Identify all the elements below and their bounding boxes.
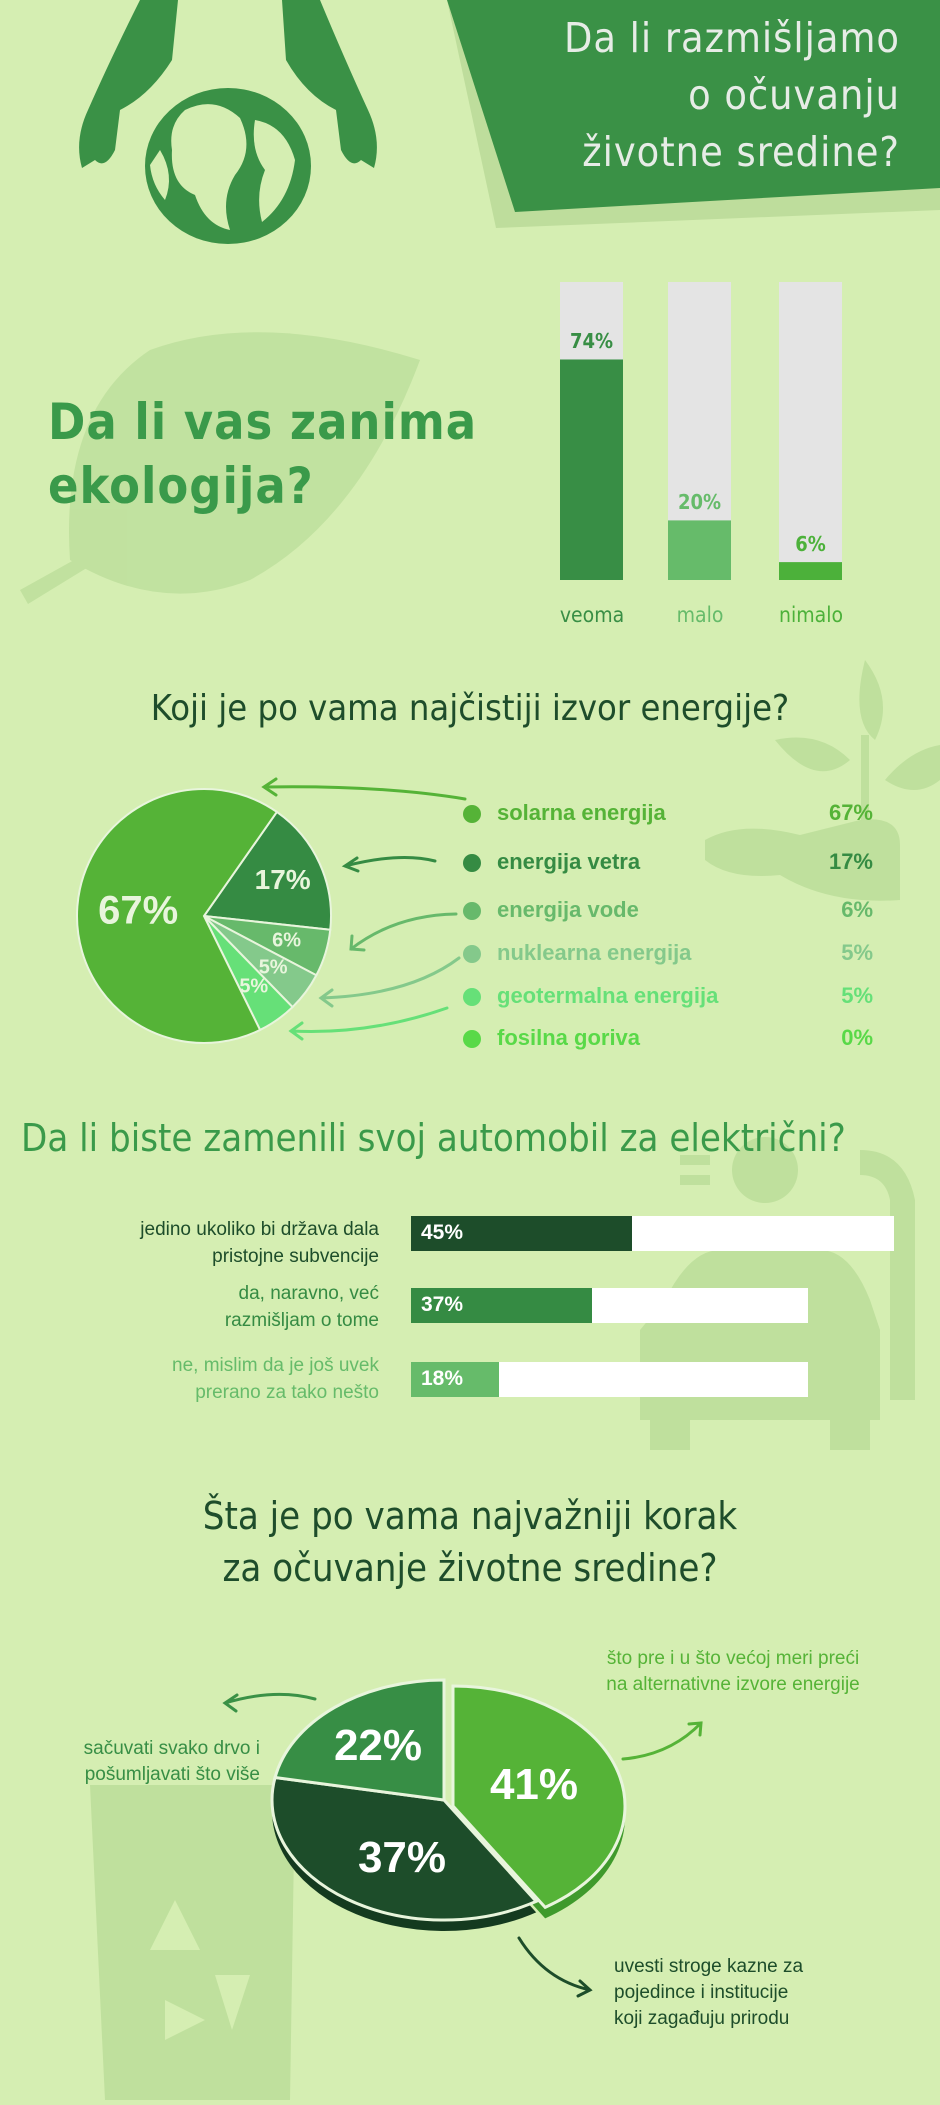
label-line: koji zagađuju prirodu <box>614 2008 790 2029</box>
step-arrows <box>222 1692 703 1998</box>
bar-malo <box>668 520 731 580</box>
legend-dot-icon <box>463 1030 481 1048</box>
pie-slice-label: 22% <box>333 1721 423 1770</box>
hbar-category-label: da, naravno, već razmišljam o tome <box>225 1280 379 1334</box>
legend-dot-icon <box>463 805 481 823</box>
title-line: Da li razmišljamo <box>563 14 900 62</box>
heading-line: Da li vas zanima <box>48 393 478 451</box>
legend-dot-icon <box>463 902 481 920</box>
label-line: pošumljavati što više <box>84 1764 260 1785</box>
legend-value: 0% <box>841 1025 873 1050</box>
plant-hand-icon <box>705 660 940 901</box>
legend-value: 17% <box>828 849 873 874</box>
pie-slice-energija-vetra <box>202 810 332 931</box>
step-heading: Šta je po vama najvažniji korak za očuva… <box>0 1490 940 1594</box>
pie-slice-2 <box>273 1678 446 1802</box>
legend-value: 5% <box>841 940 873 965</box>
label-line: na alternativne izvore energije <box>606 1674 860 1695</box>
pie-slice-label: 41% <box>489 1760 579 1809</box>
legend-dot-icon <box>463 945 481 963</box>
legend-label: solarna energija <box>497 800 666 825</box>
leaf-icon <box>20 332 420 604</box>
legend-label: energija vode <box>497 897 639 922</box>
bar-track <box>779 282 842 580</box>
legend-label: nuklearna energija <box>497 940 692 965</box>
hbar-value: 37% <box>421 1293 464 1316</box>
title-banner <box>447 0 940 212</box>
step-category-label: što pre i u što većoj meri preći na alter… <box>583 1646 883 1698</box>
pie-slice-label: 67% <box>98 888 179 933</box>
bar-category-label: malo <box>676 603 724 627</box>
car-heading: Da li biste zamenili svoj automobil za e… <box>21 1116 846 1160</box>
legend-value: 67% <box>828 800 873 825</box>
hbar-value: 18% <box>421 1367 464 1390</box>
pie-slice-label: 6% <box>272 929 302 952</box>
heading-line: Šta je po vama najvažniji korak <box>202 1494 738 1538</box>
label-line: pojedince i institucije <box>614 1982 789 2003</box>
legend-label: fosilna goriva <box>497 1025 641 1050</box>
legend-dot-icon <box>463 854 481 872</box>
title-line: životne sredine? <box>582 128 900 176</box>
legend-label: geotermalna energija <box>497 983 719 1008</box>
bar-category-label: veoma <box>559 603 625 627</box>
bar-category-label: nimalo <box>778 603 843 627</box>
hbar-value: 45% <box>421 1221 464 1244</box>
pie-slice-label: 17% <box>254 864 311 896</box>
hbar-fill <box>411 1288 593 1323</box>
energy-heading: Koji je po vama najčistiji izvor energij… <box>150 688 790 729</box>
page-title: Da li razmišljamo o očuvanju životne sre… <box>564 10 900 181</box>
legend-value: 6% <box>841 897 873 922</box>
legend-label: energija vetra <box>497 849 641 874</box>
legend-value: 5% <box>841 983 873 1008</box>
bar-veoma <box>560 359 623 580</box>
label-line: uvesti stroge kazne za <box>614 1956 804 1977</box>
hbar-track: 18% <box>411 1362 808 1397</box>
legend-dot-icon <box>463 988 481 1006</box>
title-line: o očuvanju <box>688 71 900 119</box>
hbar-track: 37% <box>411 1288 808 1323</box>
bar-nimalo <box>779 562 842 580</box>
energy-pie <box>76 788 332 1044</box>
hbar-category-label: jedino ukoliko bi država dala pristojne s… <box>140 1216 379 1270</box>
pie-slice-solarna-energija <box>76 788 279 1044</box>
bar-value-label: 20% <box>677 490 722 515</box>
hbar-category-label: ne, mislim da je još uvek prerano za tako… <box>172 1352 379 1406</box>
energy-arrows <box>261 777 467 1041</box>
bar-value-label: 6% <box>795 532 826 557</box>
hbar-fill <box>411 1362 500 1397</box>
label-line: što pre i u što većoj meri preći <box>606 1648 860 1669</box>
label-line: da, naravno, već <box>238 1283 379 1304</box>
hands-globe-icon <box>79 0 377 244</box>
step-category-label: uvesti stroge kazne za pojedince i instit… <box>614 1954 803 2032</box>
label-line: pristojne subvencije <box>212 1246 379 1267</box>
pie-slice-1 <box>270 1775 539 1922</box>
hbar-track: 45% <box>411 1216 894 1251</box>
heading-line: za očuvanje životne sredine? <box>222 1546 718 1590</box>
step-category-label: sačuvati svako drvo i pošumljavati što vi… <box>30 1736 260 1788</box>
label-line: ne, mislim da je još uvek <box>172 1355 379 1376</box>
label-line: jedino ukoliko bi država dala <box>140 1219 379 1240</box>
label-line: sačuvati svako drvo i <box>83 1738 260 1759</box>
pie-slice-label: 5% <box>239 975 269 998</box>
label-line: razmišljam o tome <box>224 1310 379 1331</box>
label-line: prerano za tako nešto <box>195 1382 379 1403</box>
pie-slice-label: 5% <box>258 956 288 979</box>
hbar-fill <box>411 1216 632 1251</box>
interest-bars <box>560 282 842 580</box>
pie-slice-label: 37% <box>357 1833 447 1882</box>
heading-line: ekologija? <box>48 457 314 515</box>
step-pie <box>270 1678 627 1932</box>
recycle-bin-icon <box>90 1785 295 2100</box>
interest-heading: Da li vas zanima ekologija? <box>48 390 477 518</box>
pie-slice-0 <box>451 1684 627 1910</box>
bar-value-label: 74% <box>569 329 614 354</box>
